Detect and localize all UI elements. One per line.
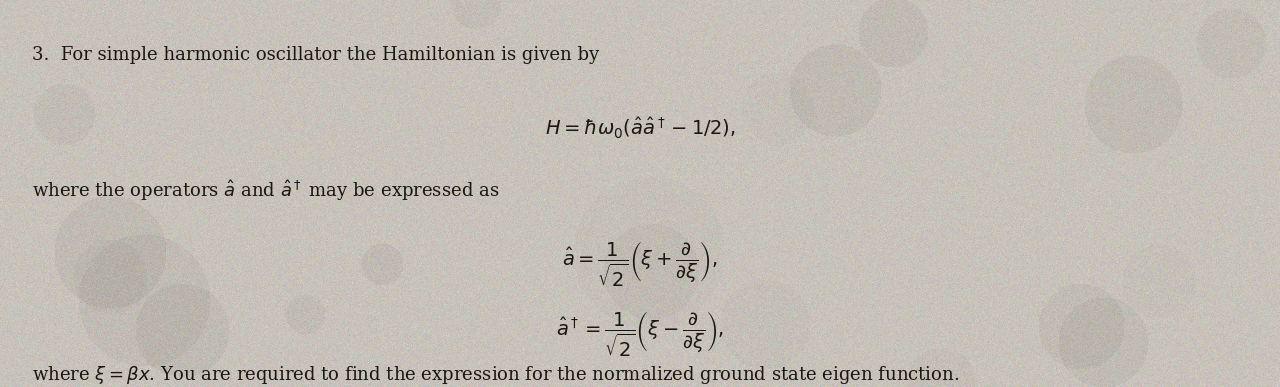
Text: $H = \hbar\omega_0\left(\hat{a}\hat{a}^\dagger - 1/2\right),$: $H = \hbar\omega_0\left(\hat{a}\hat{a}^\… bbox=[545, 116, 735, 141]
Text: 3.  For simple harmonic oscillator the Hamiltonian is given by: 3. For simple harmonic oscillator the Ha… bbox=[32, 46, 599, 65]
Text: where $\xi = \beta x$. You are required to find the expression for the normalize: where $\xi = \beta x$. You are required … bbox=[32, 364, 959, 386]
Text: $\hat{a}^\dagger = \dfrac{1}{\sqrt{2}}\left(\xi - \dfrac{\partial}{\partial\xi}\: $\hat{a}^\dagger = \dfrac{1}{\sqrt{2}}\l… bbox=[556, 310, 724, 359]
Text: $\hat{a} = \dfrac{1}{\sqrt{2}}\left(\xi + \dfrac{\partial}{\partial\xi}\right),$: $\hat{a} = \dfrac{1}{\sqrt{2}}\left(\xi … bbox=[562, 240, 718, 289]
Text: where the operators $\hat{a}$ and $\hat{a}^\dagger$ may be expressed as: where the operators $\hat{a}$ and $\hat{… bbox=[32, 178, 499, 203]
